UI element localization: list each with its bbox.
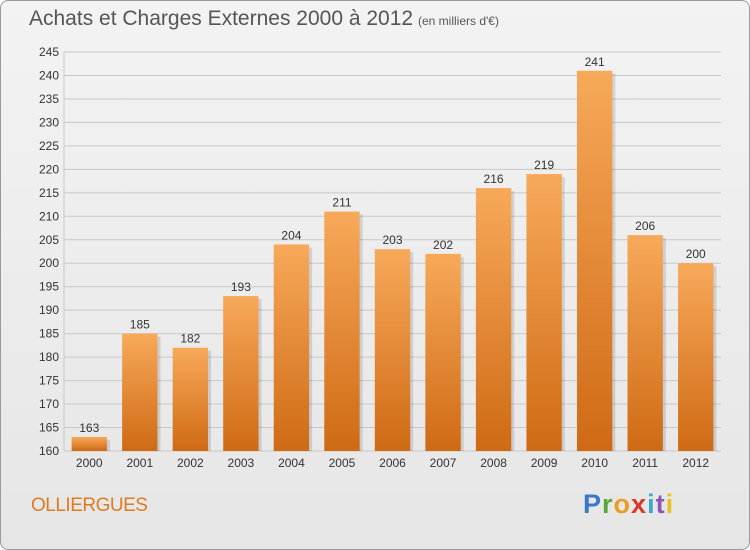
- bar-2010: [576, 70, 613, 451]
- label-layer: 160 165 170 175 180 185 190 195 200 205 210 215 220 2…: [39, 45, 709, 470]
- x-tick-label: 2010: [581, 456, 608, 470]
- y-tick-label: 210: [39, 209, 59, 223]
- chart-title: Achats et Charges Externes 2000 à 2012: [29, 7, 414, 30]
- bar-value-label: 204: [281, 228, 301, 242]
- x-tick-label: 2005: [329, 456, 356, 470]
- y-tick-label: 230: [39, 115, 59, 129]
- bar-2011: [627, 235, 663, 451]
- logo-letter: i: [665, 489, 675, 519]
- bar-value-label: 211: [332, 196, 351, 210]
- bar-value-label: 203: [382, 233, 402, 247]
- bar-value-label: 200: [686, 247, 706, 261]
- bar-2005: [324, 211, 360, 451]
- bar-layer: [71, 70, 717, 452]
- y-tick-label: 190: [39, 303, 59, 317]
- bar-value-label: 202: [433, 238, 453, 252]
- bar-value-label: 163: [79, 421, 99, 435]
- x-tick-label: 2003: [228, 456, 255, 470]
- bar-2008: [475, 188, 512, 452]
- y-tick-label: 200: [39, 256, 59, 270]
- y-tick-label: 215: [39, 186, 59, 200]
- logo-letter: t: [655, 489, 666, 519]
- y-tick-label: 165: [39, 421, 59, 435]
- logo-letter: o: [613, 489, 632, 519]
- x-tick-label: 2001: [126, 456, 153, 470]
- logo-letter: r: [602, 489, 614, 519]
- logo-letter: x: [631, 489, 648, 519]
- x-tick-label: 2000: [76, 456, 103, 470]
- x-tick-label: 2008: [480, 456, 507, 470]
- bar-2006: [374, 249, 411, 451]
- y-tick-label: 240: [39, 68, 59, 82]
- bar-2001: [122, 333, 158, 451]
- bar-2004: [273, 244, 310, 451]
- bar-2002: [172, 347, 209, 451]
- x-tick-label: 2011: [632, 456, 658, 470]
- y-tick-label: 195: [39, 280, 59, 294]
- bar-value-label: 216: [484, 172, 504, 186]
- y-tick-label: 245: [39, 45, 59, 59]
- y-tick-label: 220: [39, 162, 59, 176]
- x-tick-label: 2006: [379, 456, 406, 470]
- y-tick-label: 235: [39, 92, 59, 106]
- x-tick-label: 2002: [177, 456, 204, 470]
- x-tick-label: 2012: [682, 456, 709, 470]
- bar-2003: [223, 296, 259, 451]
- city-name: OLLIERGUES: [31, 495, 148, 516]
- proxiti-logo: Proxiti: [583, 489, 674, 520]
- y-tick-label: 180: [39, 350, 59, 364]
- x-tick-label: 2009: [531, 456, 558, 470]
- y-tick-label: 225: [39, 139, 59, 153]
- bar-value-label: 193: [231, 280, 251, 294]
- bar-2007: [425, 253, 461, 451]
- bar-value-label: 185: [130, 318, 150, 332]
- bar-value-label: 206: [635, 219, 655, 233]
- y-tick-label: 175: [39, 374, 59, 388]
- x-tick-label: 2007: [430, 456, 457, 470]
- bar-2000: [71, 436, 107, 451]
- y-tick-label: 160: [39, 444, 59, 458]
- x-tick-label: 2004: [278, 456, 305, 470]
- chart-subtitle: (en milliers d'€): [418, 14, 499, 28]
- y-tick-label: 205: [39, 233, 59, 247]
- bar-value-label: 241: [585, 55, 605, 69]
- bar-2012: [678, 263, 714, 451]
- y-tick-label: 170: [39, 397, 59, 411]
- logo-letter: i: [647, 489, 656, 519]
- bar-2009: [526, 174, 562, 451]
- bar-value-label: 182: [180, 332, 200, 346]
- y-tick-label: 185: [39, 327, 59, 341]
- logo-letter: P: [583, 489, 603, 519]
- bar-value-label: 219: [534, 158, 554, 172]
